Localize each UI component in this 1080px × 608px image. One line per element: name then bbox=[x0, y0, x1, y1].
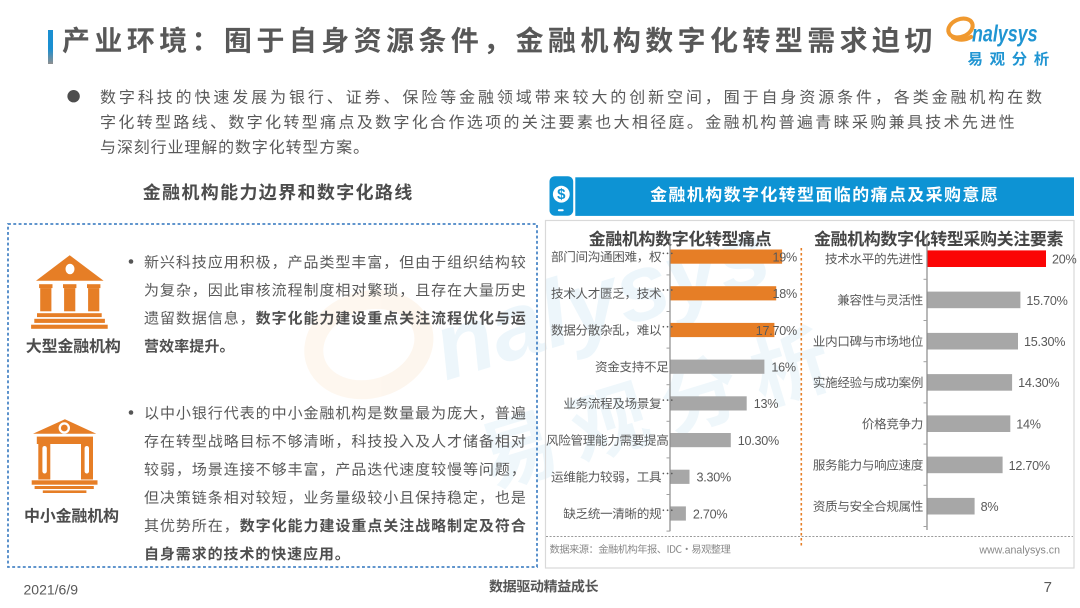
svg-text:2.70%: 2.70% bbox=[693, 507, 728, 521]
svg-text:18%: 18% bbox=[773, 287, 798, 301]
svg-text:14.30%: 14.30% bbox=[1018, 376, 1059, 390]
svg-text:www.analysys.cn: www.analysys.cn bbox=[978, 545, 1060, 557]
svg-text:2021/6/9: 2021/6/9 bbox=[24, 582, 79, 598]
svg-text:nalysys: nalysys bbox=[972, 21, 1038, 47]
svg-text:10.30%: 10.30% bbox=[738, 434, 779, 448]
svg-text:20%: 20% bbox=[1052, 253, 1077, 267]
svg-text:13%: 13% bbox=[754, 397, 779, 411]
svg-text:15.30%: 15.30% bbox=[1024, 335, 1065, 349]
svg-text:19%: 19% bbox=[773, 250, 798, 264]
svg-text:3.30%: 3.30% bbox=[697, 471, 732, 485]
svg-text:15.70%: 15.70% bbox=[1026, 294, 1067, 308]
svg-text:8%: 8% bbox=[981, 500, 999, 514]
svg-text:$: $ bbox=[557, 186, 566, 203]
svg-text:16%: 16% bbox=[771, 361, 796, 375]
svg-text:17.70%: 17.70% bbox=[756, 324, 797, 338]
svg-text:12.70%: 12.70% bbox=[1009, 459, 1050, 473]
svg-text:14%: 14% bbox=[1016, 418, 1041, 432]
svg-text:7: 7 bbox=[1044, 579, 1052, 596]
